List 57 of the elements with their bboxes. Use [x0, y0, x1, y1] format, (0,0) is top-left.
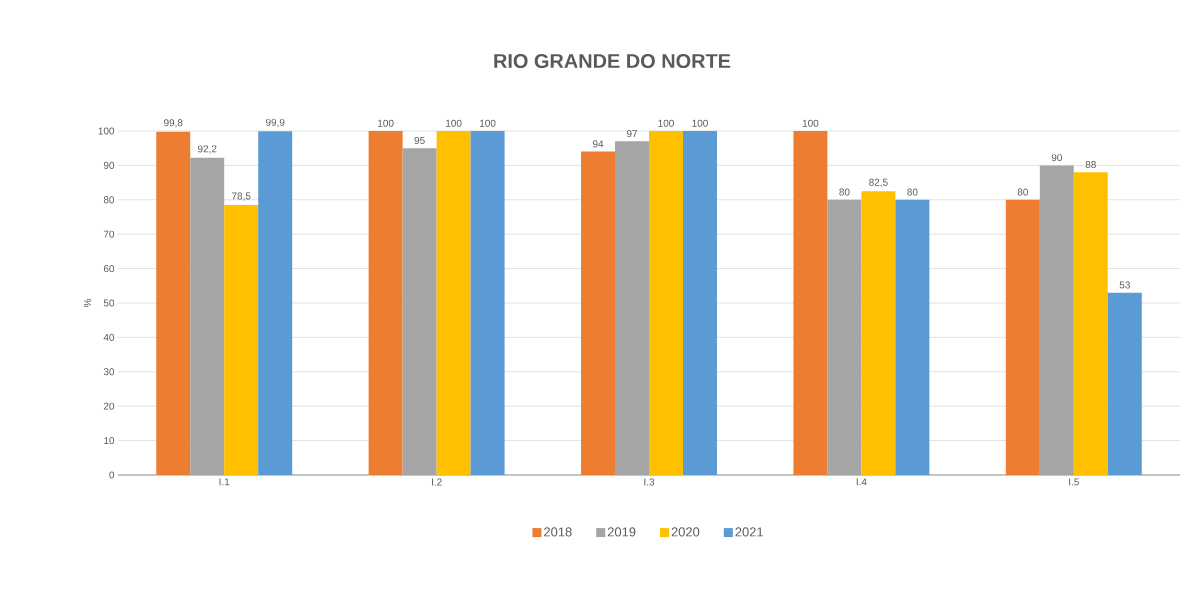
y-tick-label: 90 — [103, 161, 115, 169]
bar — [224, 204, 259, 475]
data-label: 100 — [378, 119, 394, 127]
data-label: 100 — [692, 119, 708, 127]
x-tick-label: I.5 — [1069, 478, 1079, 486]
bar — [470, 130, 505, 475]
legend-label: 2020 — [671, 527, 700, 537]
data-label: 100 — [658, 119, 674, 127]
bar — [581, 151, 616, 475]
data-label: 94 — [592, 140, 604, 148]
bar — [793, 130, 828, 475]
data-label: 100 — [446, 119, 462, 127]
bar — [649, 130, 683, 475]
y-tick-label: 50 — [103, 299, 115, 307]
legend-label: 2018 — [544, 527, 572, 537]
bar — [1005, 199, 1040, 475]
bar — [1073, 172, 1108, 475]
data-label: 80 — [907, 188, 918, 196]
bar — [683, 130, 717, 475]
y-tick-label: 60 — [103, 265, 115, 273]
y-tick-label: 40 — [103, 333, 115, 341]
legend-label: 2019 — [607, 527, 636, 537]
data-label: 90 — [1051, 154, 1062, 162]
y-tick-label: 20 — [103, 402, 115, 410]
y-tick-label: 10 — [104, 437, 115, 445]
bar — [368, 130, 403, 475]
chart-title: RIO GRANDE DO NORTE — [494, 53, 731, 69]
bar — [436, 130, 471, 475]
data-label: 82,5 — [869, 178, 888, 187]
legend-label: 2021 — [735, 527, 763, 537]
y-tick-label: 100 — [98, 127, 115, 135]
y-tick-label: 30 — [103, 368, 115, 376]
data-label: 92,2 — [197, 145, 217, 154]
data-label: 88 — [1085, 161, 1096, 169]
bar — [258, 131, 293, 475]
y-tick-label: 80 — [103, 196, 115, 204]
x-tick-label: I.1 — [219, 478, 230, 486]
data-label: 53 — [1119, 281, 1130, 289]
data-label: 97 — [626, 130, 638, 138]
y-axis-title: % — [84, 298, 92, 308]
data-label: 100 — [802, 119, 819, 127]
x-tick-label: I.3 — [644, 478, 655, 486]
data-label: 95 — [414, 136, 425, 144]
bar — [861, 191, 896, 475]
bar — [895, 199, 930, 475]
x-tick-label: I.2 — [431, 478, 442, 486]
bar — [1107, 292, 1142, 475]
y-tick-label: 70 — [103, 230, 115, 238]
data-label: 100 — [480, 119, 496, 127]
data-label: 99,8 — [164, 119, 183, 128]
data-label: 99,9 — [265, 118, 285, 128]
bar — [156, 131, 191, 475]
data-label: 80 — [839, 188, 850, 196]
x-tick-label: I.4 — [856, 478, 867, 486]
data-label: 78,5 — [232, 192, 251, 201]
data-label: 80 — [1017, 188, 1028, 196]
y-tick-label: 0 — [109, 471, 115, 479]
